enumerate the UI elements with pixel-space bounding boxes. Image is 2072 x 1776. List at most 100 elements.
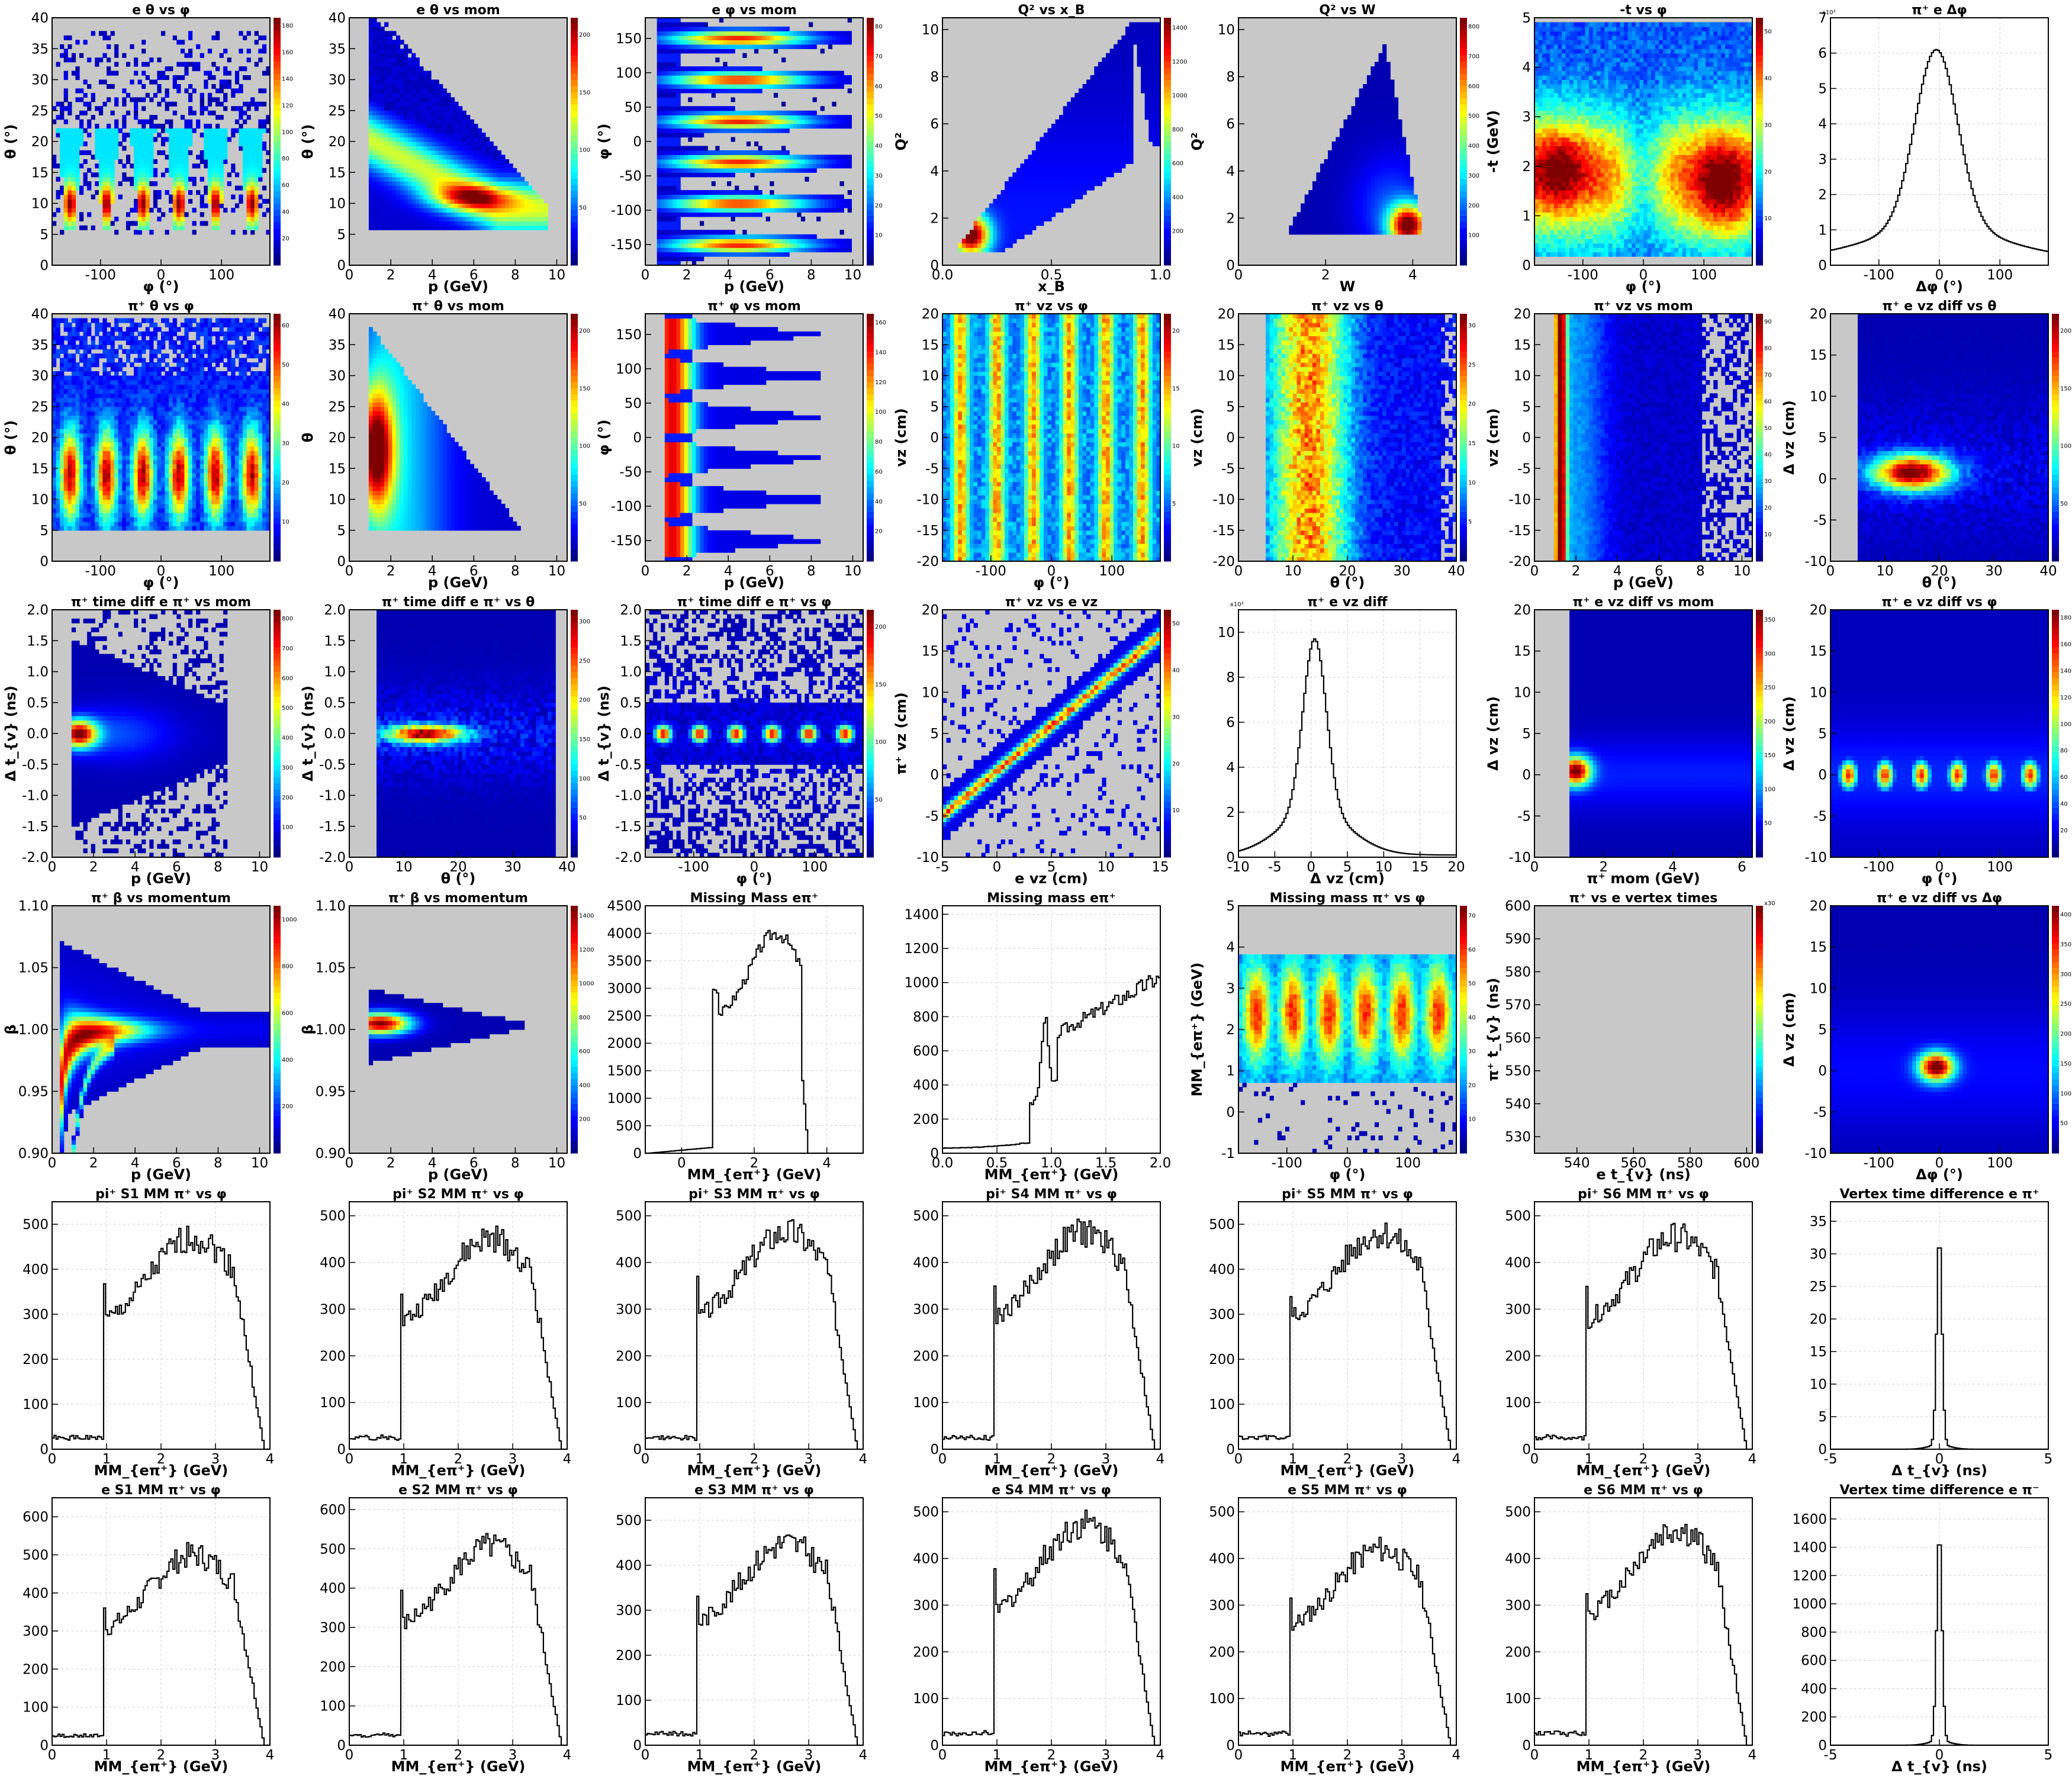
- heatmap-bin: [114, 137, 118, 142]
- heatmap-bin: [67, 111, 72, 115]
- heatmap-bin: [157, 133, 161, 137]
- heatmap-bin: [107, 146, 111, 151]
- heatmap-bin: [146, 163, 150, 168]
- heatmap-bin: [384, 97, 388, 102]
- heatmap-bin: [388, 195, 392, 200]
- heatmap-bin: [220, 172, 224, 177]
- heatmap-bin: [381, 195, 385, 200]
- heatmap-bin: [408, 84, 412, 89]
- heatmap-bin: [67, 226, 72, 230]
- heatmap-bin: [211, 181, 215, 186]
- heatmap-bin: [146, 226, 150, 230]
- heatmap-bin: [99, 159, 103, 164]
- heatmap-bin: [141, 217, 146, 221]
- heatmap-bin: [408, 150, 412, 155]
- heatmap-bin: [396, 80, 400, 85]
- heatmap-bin: [404, 204, 408, 208]
- heatmap-bin: [400, 146, 404, 151]
- heatmap-bin: [188, 97, 192, 102]
- heatmap-bin: [146, 190, 150, 195]
- heatmap-bin: [381, 93, 385, 98]
- heatmap-bin: [130, 128, 134, 133]
- heatmap-bin: [204, 190, 208, 195]
- heatmap-bin: [243, 172, 247, 177]
- heatmap-bin: [126, 226, 130, 230]
- heatmap-bin: [400, 84, 404, 89]
- heatmap-bin: [231, 88, 235, 93]
- heatmap-bin: [200, 195, 204, 200]
- heatmap-bin: [107, 186, 111, 191]
- heatmap-bin: [392, 195, 396, 200]
- heatmap-bin: [235, 186, 239, 191]
- heatmap-bin: [67, 163, 72, 168]
- heatmap-bin: [262, 36, 266, 40]
- heatmap-bin: [396, 88, 400, 93]
- heatmap-bin: [372, 80, 377, 85]
- heatmap-bin: [400, 181, 404, 186]
- heatmap-bin: [56, 208, 60, 213]
- heatmap-bin: [118, 141, 123, 146]
- heatmap-bin: [208, 93, 212, 98]
- colorbar-segment: [274, 98, 281, 105]
- heatmap-bin: [184, 168, 188, 173]
- y-tick-label: 35: [31, 41, 49, 57]
- heatmap-bin: [95, 181, 99, 186]
- heatmap-bin: [141, 124, 146, 128]
- heatmap-bin: [220, 168, 224, 173]
- heatmap-bin: [392, 155, 396, 159]
- heatmap-bin: [111, 111, 115, 115]
- heatmap-bin: [377, 155, 381, 159]
- heatmap-bin: [138, 186, 142, 191]
- heatmap-bin: [396, 97, 400, 102]
- heatmap-bin: [188, 124, 192, 128]
- heatmap-bin: [247, 150, 251, 155]
- heatmap-bin: [208, 49, 212, 53]
- heatmap-bin: [141, 212, 146, 217]
- heatmap-bin: [369, 172, 373, 177]
- heatmap-bin: [126, 111, 130, 115]
- heatmap-bin: [204, 204, 208, 208]
- heatmap-bin: [388, 31, 392, 36]
- heatmap-bin: [79, 217, 83, 221]
- heatmap-bin: [75, 133, 79, 137]
- heatmap-bin: [369, 212, 373, 217]
- heatmap-bin: [255, 133, 259, 137]
- heatmap-bin: [377, 226, 381, 230]
- heatmap-bin: [173, 177, 177, 182]
- heatmap-bin: [400, 212, 404, 217]
- heatmap-bin: [392, 128, 396, 133]
- heatmap-bin: [239, 141, 243, 146]
- heatmap-bin: [146, 128, 150, 133]
- heatmap-bin: [258, 146, 262, 151]
- heatmap-bin: [52, 221, 56, 226]
- heatmap-bin: [372, 204, 377, 208]
- heatmap-bin: [396, 221, 400, 226]
- heatmap-bin: [211, 172, 215, 177]
- heatmap-bin: [250, 204, 255, 208]
- heatmap-bin: [220, 102, 224, 107]
- heatmap-bin: [146, 195, 150, 200]
- heatmap-bin: [157, 195, 161, 200]
- heatmap-bin: [392, 124, 396, 128]
- heatmap-bin: [60, 150, 64, 155]
- heatmap-bin: [196, 163, 200, 168]
- heatmap-bin: [392, 159, 396, 164]
- heatmap-bin: [384, 102, 388, 107]
- heatmap-bin: [247, 177, 251, 182]
- heatmap-bin: [369, 106, 373, 111]
- heatmap-bin: [392, 208, 396, 213]
- heatmap-bin: [220, 199, 224, 204]
- heatmap-bin: [211, 36, 215, 40]
- heatmap-bin: [161, 31, 165, 36]
- heatmap-bin: [64, 97, 68, 102]
- heatmap-bin: [161, 172, 165, 177]
- heatmap-bin: [192, 163, 197, 168]
- heatmap-bin: [250, 168, 255, 173]
- heatmap-bin: [384, 128, 388, 133]
- heatmap-bin: [377, 120, 381, 124]
- heatmap-bin: [138, 230, 142, 234]
- heatmap-bin: [79, 150, 83, 155]
- heatmap-bin: [404, 93, 408, 98]
- heatmap-bin: [173, 172, 177, 177]
